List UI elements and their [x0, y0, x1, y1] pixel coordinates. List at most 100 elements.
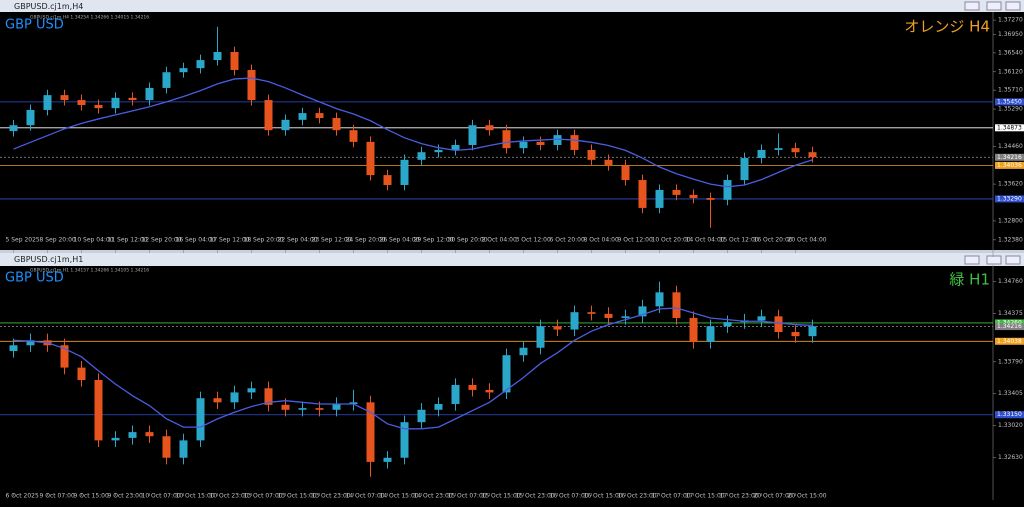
- restore-button[interactable]: [986, 255, 1002, 265]
- candle-body: [791, 332, 800, 337]
- x-tick-label: 22 Sep 04:00: [278, 237, 318, 244]
- candle-body: [400, 422, 409, 458]
- x-tick-label: 9 Oct 12:00: [618, 237, 653, 244]
- candle-body: [536, 141, 545, 146]
- candle-body: [247, 388, 256, 393]
- y-tick-label: 1.34460: [998, 143, 1023, 150]
- y-tick-label: 1.37270: [998, 17, 1023, 24]
- candle-body: [791, 148, 800, 153]
- y-tick-label: 1.32630: [998, 454, 1023, 461]
- candle-body: [604, 313, 613, 318]
- candle-body: [808, 326, 817, 337]
- x-tick-label: 10 Sep 04:00: [74, 237, 114, 244]
- candle-body: [502, 355, 511, 393]
- candle-body: [230, 392, 239, 403]
- candle-body: [315, 113, 324, 119]
- x-tick-label: 14 Oct 23:00: [414, 493, 453, 500]
- candle-body: [247, 69, 256, 101]
- window-title: GBPUSD.cj1m,H1: [14, 255, 83, 264]
- candle-body: [553, 326, 562, 330]
- x-tick-label: 9 Oct 23:00: [108, 493, 143, 500]
- x-tick-label: 26 Sep 04:00: [380, 237, 420, 244]
- candle-body: [621, 165, 630, 181]
- candle-body: [587, 312, 596, 314]
- close-button[interactable]: [1005, 1, 1021, 11]
- x-tick-label: 16 Oct 20:00: [754, 237, 793, 244]
- candle-body: [689, 194, 698, 199]
- candle-body: [9, 345, 18, 352]
- x-tick-label: 20 Oct 04:00: [788, 237, 827, 244]
- moving-average: [13, 77, 813, 188]
- candle-body: [502, 130, 511, 149]
- x-tick-label: 20 Oct 15:00: [788, 493, 827, 500]
- candle-body: [519, 141, 528, 149]
- candle-body: [706, 326, 715, 342]
- price-level-tag: [995, 323, 1024, 331]
- candle-body: [451, 145, 460, 150]
- price-level-tag: [995, 161, 1024, 169]
- candle-body: [145, 87, 154, 101]
- candle-body: [434, 149, 443, 153]
- x-tick-label: 10 Oct 07:00: [142, 493, 181, 500]
- y-tick-label: 1.32380: [998, 236, 1023, 243]
- candle-body: [315, 408, 324, 410]
- x-tick-label: 15 Oct 12:00: [720, 237, 759, 244]
- x-tick-label: 16 Oct 07:00: [550, 493, 589, 500]
- x-tick-label: 17 Oct 15:00: [686, 493, 725, 500]
- candle-body: [332, 403, 341, 410]
- restore-button[interactable]: [986, 1, 1002, 11]
- x-tick-label: 10 Oct 20:00: [652, 237, 691, 244]
- price-level-tag: [995, 319, 1024, 327]
- candle-body: [621, 316, 630, 318]
- candle-body: [468, 384, 477, 390]
- y-tick-label: 1.34760: [998, 278, 1023, 285]
- candle-body: [774, 148, 783, 150]
- x-tick-label: 14 Oct 15:00: [380, 493, 419, 500]
- price-level-label: 1.33290: [997, 195, 1022, 202]
- price-level-label: 1.34216: [997, 154, 1022, 161]
- candle-body: [281, 119, 290, 131]
- candle-body: [604, 159, 613, 166]
- candle-body: [332, 118, 341, 131]
- price-level-label: 1.34036: [997, 162, 1022, 169]
- close-button[interactable]: [1005, 255, 1021, 265]
- candle-body: [111, 437, 120, 441]
- price-level-label: 1.34873: [997, 124, 1022, 131]
- candle-body: [519, 347, 528, 356]
- x-tick-label: 14 Oct 07:00: [346, 493, 385, 500]
- x-tick-label: 16 Oct 15:00: [584, 493, 623, 500]
- candle-body: [451, 384, 460, 404]
- candle-body: [383, 175, 392, 185]
- x-tick-label: 9 Oct 07:00: [40, 493, 75, 500]
- window-title: GBPUSD.cj1m,H4: [14, 2, 83, 11]
- candle-body: [638, 306, 647, 317]
- x-tick-label: 15 Oct 23:00: [516, 493, 555, 500]
- candle-body: [162, 72, 171, 88]
- x-tick-label: 9 Oct 15:00: [74, 493, 109, 500]
- minimize-button[interactable]: [964, 1, 980, 11]
- price-level-tag: [995, 98, 1024, 106]
- candle-body: [570, 312, 579, 330]
- candle-body: [400, 159, 409, 185]
- candle-body: [672, 292, 681, 318]
- candle-body: [145, 432, 154, 437]
- candle-body: [60, 95, 69, 101]
- candle-body: [672, 189, 681, 195]
- candle-body: [587, 149, 596, 160]
- price-level-tag: [995, 153, 1024, 161]
- window-buttons[interactable]: [964, 1, 1021, 265]
- y-tick-label: 1.32800: [998, 217, 1023, 224]
- candle-body: [434, 403, 443, 410]
- x-tick-label: 17 Oct 23:00: [720, 493, 759, 500]
- candle-body: [383, 457, 392, 462]
- x-tick-label: 11 Sep 12:00: [108, 237, 148, 244]
- x-tick-label: 16 Sep 04:00: [176, 237, 216, 244]
- candle-body: [349, 402, 358, 404]
- candle-body: [417, 409, 426, 423]
- minimize-button[interactable]: [964, 255, 980, 265]
- moving-average: [13, 307, 813, 430]
- x-tick-label: 13 Oct 07:00: [244, 493, 283, 500]
- x-tick-label: 12 Sep 20:00: [142, 237, 182, 244]
- x-tick-label: 24 Sep 20:00: [346, 237, 386, 244]
